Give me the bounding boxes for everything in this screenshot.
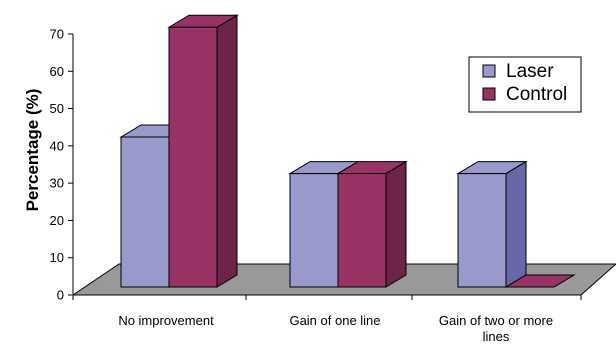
y-tick-label: 0 [57,288,64,303]
y-tick-label: 70 [50,27,64,42]
x-tick-label: Gain of one line [289,313,380,328]
x-tick-label: No improvement [118,313,214,328]
y-tick-label: 60 [50,64,64,79]
bar-side [216,14,238,288]
bar-front [457,173,507,288]
y-tick-label: 10 [50,250,64,265]
x-tick-label-line: Gain of one line [289,313,380,328]
legend-label-laser: Laser [506,61,554,82]
bar-side [505,160,527,288]
x-tick-label: Gain of two or more lines [439,313,553,344]
legend-swatch-control [482,87,496,101]
y-tick-label: 40 [50,138,64,153]
y-axis-label: Percentage (%) [23,89,42,212]
bar-front [289,173,339,288]
bar-top [504,274,576,288]
y-tick-label: 20 [50,213,64,228]
bar-side [385,160,407,288]
x-tick-label-line: lines [483,329,510,344]
legend-swatch-laser [482,64,496,78]
bar-control-3 [504,274,576,288]
bar-control-1 [167,14,239,288]
y-tick-label: 30 [50,176,64,191]
bar-front [168,26,218,288]
bar-laser-3 [456,160,528,288]
legend-label-control: Control [506,84,567,105]
y-tick-label: 50 [50,101,64,116]
bar-front [337,173,387,288]
x-tick-label-line: Gain of two or more [439,313,553,328]
x-tick-label-line: No improvement [118,313,214,328]
bar-front [120,136,170,288]
bar-control-2 [336,160,408,288]
